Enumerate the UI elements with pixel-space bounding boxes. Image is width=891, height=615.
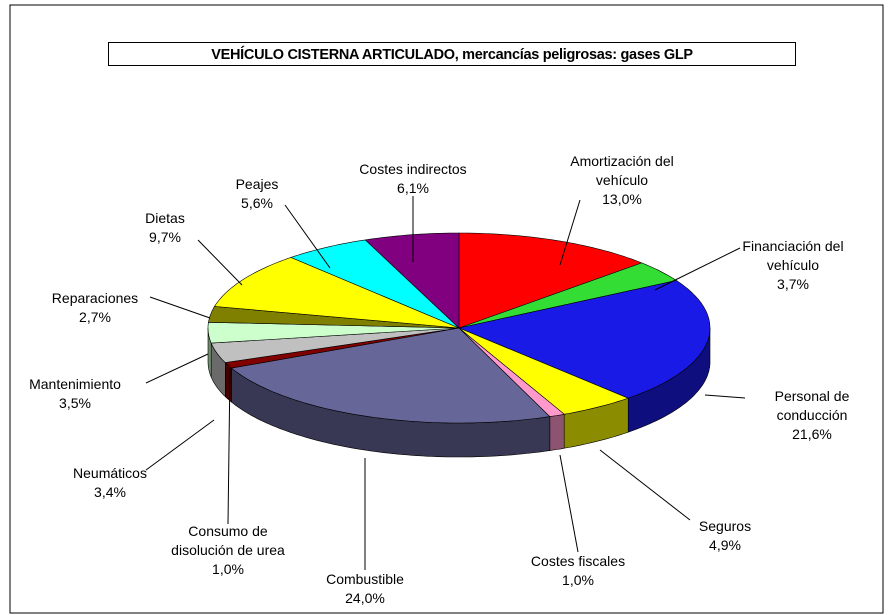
leader-line [704,394,746,399]
pie-slice [364,232,460,329]
leader-line [654,247,741,291]
category-label: Dietas [145,210,185,226]
leader-line [227,367,231,525]
leader-line [599,449,691,521]
category-label: Costes fiscales [530,553,626,569]
category-label: Amortización del vehículo [570,153,674,188]
data-label: Seguros 4,9% [685,517,765,555]
chart-title: VEHÍCULO CISTERNA ARTICULADO, mercancías… [108,42,796,66]
category-label: Seguros [698,518,752,534]
leader-line [197,239,243,286]
value-label: 5,6% [241,195,273,211]
data-label: Costes fiscales 1,0% [508,552,648,590]
data-label: Consumo de disolución de urea 1,0% [158,522,298,579]
value-label: 3,4% [94,484,126,500]
leader-line [559,454,579,553]
data-label: Peajes 5,6% [217,175,297,213]
data-label: Mantenimiento 3,5% [10,375,140,413]
data-label: Amortización del vehículo 13,0% [547,152,697,209]
category-label: Mantenimiento [29,376,121,392]
category-label: Combustible [326,571,404,587]
value-label: 6,1% [397,180,429,196]
value-label: 21,6% [792,426,832,442]
category-label: Financiación del vehículo [742,238,844,273]
value-label: 4,9% [709,537,741,553]
category-label: Costes indirectos [359,161,467,177]
value-label: 3,5% [59,395,91,411]
data-label: Financiación del vehículo 3,7% [718,237,868,294]
value-label: 2,7% [79,309,111,325]
pie-slice [213,257,460,329]
value-label: 24,0% [345,590,385,606]
data-label: Reparaciones 2,7% [30,289,160,327]
data-label: Neumáticos 3,4% [55,464,165,502]
pie-slice [458,327,630,415]
pie-slice [290,239,460,329]
pie-slice [230,327,551,424]
value-label: 13,0% [602,191,642,207]
leader-line [284,204,331,269]
pie-slice [458,232,643,329]
leader-line [145,353,209,384]
value-label: 3,7% [777,276,809,292]
leader-line [145,419,215,471]
pie-slice [458,262,678,329]
value-label: 1,0% [562,572,594,588]
category-label: Consumo de disolución de urea [171,523,285,558]
data-label: Combustible 24,0% [305,570,425,608]
data-label: Dietas 9,7% [125,209,205,247]
value-label: 9,7% [149,229,181,245]
leader-line [559,199,581,266]
pie-slice [207,321,460,344]
leader-line [149,296,211,319]
data-label: Costes indirectos 6,1% [333,160,493,198]
pie-slice [210,327,460,363]
pie-side [225,361,232,403]
category-label: Personal de conducción [774,388,850,423]
data-label: Personal de conducción 21,6% [757,387,867,444]
category-label: Reparaciones [51,290,139,306]
category-label: Peajes [235,176,279,192]
pie-side [549,413,565,451]
pie-slice [458,280,711,399]
value-label: 1,0% [212,561,244,577]
category-label: Neumáticos [73,465,147,481]
